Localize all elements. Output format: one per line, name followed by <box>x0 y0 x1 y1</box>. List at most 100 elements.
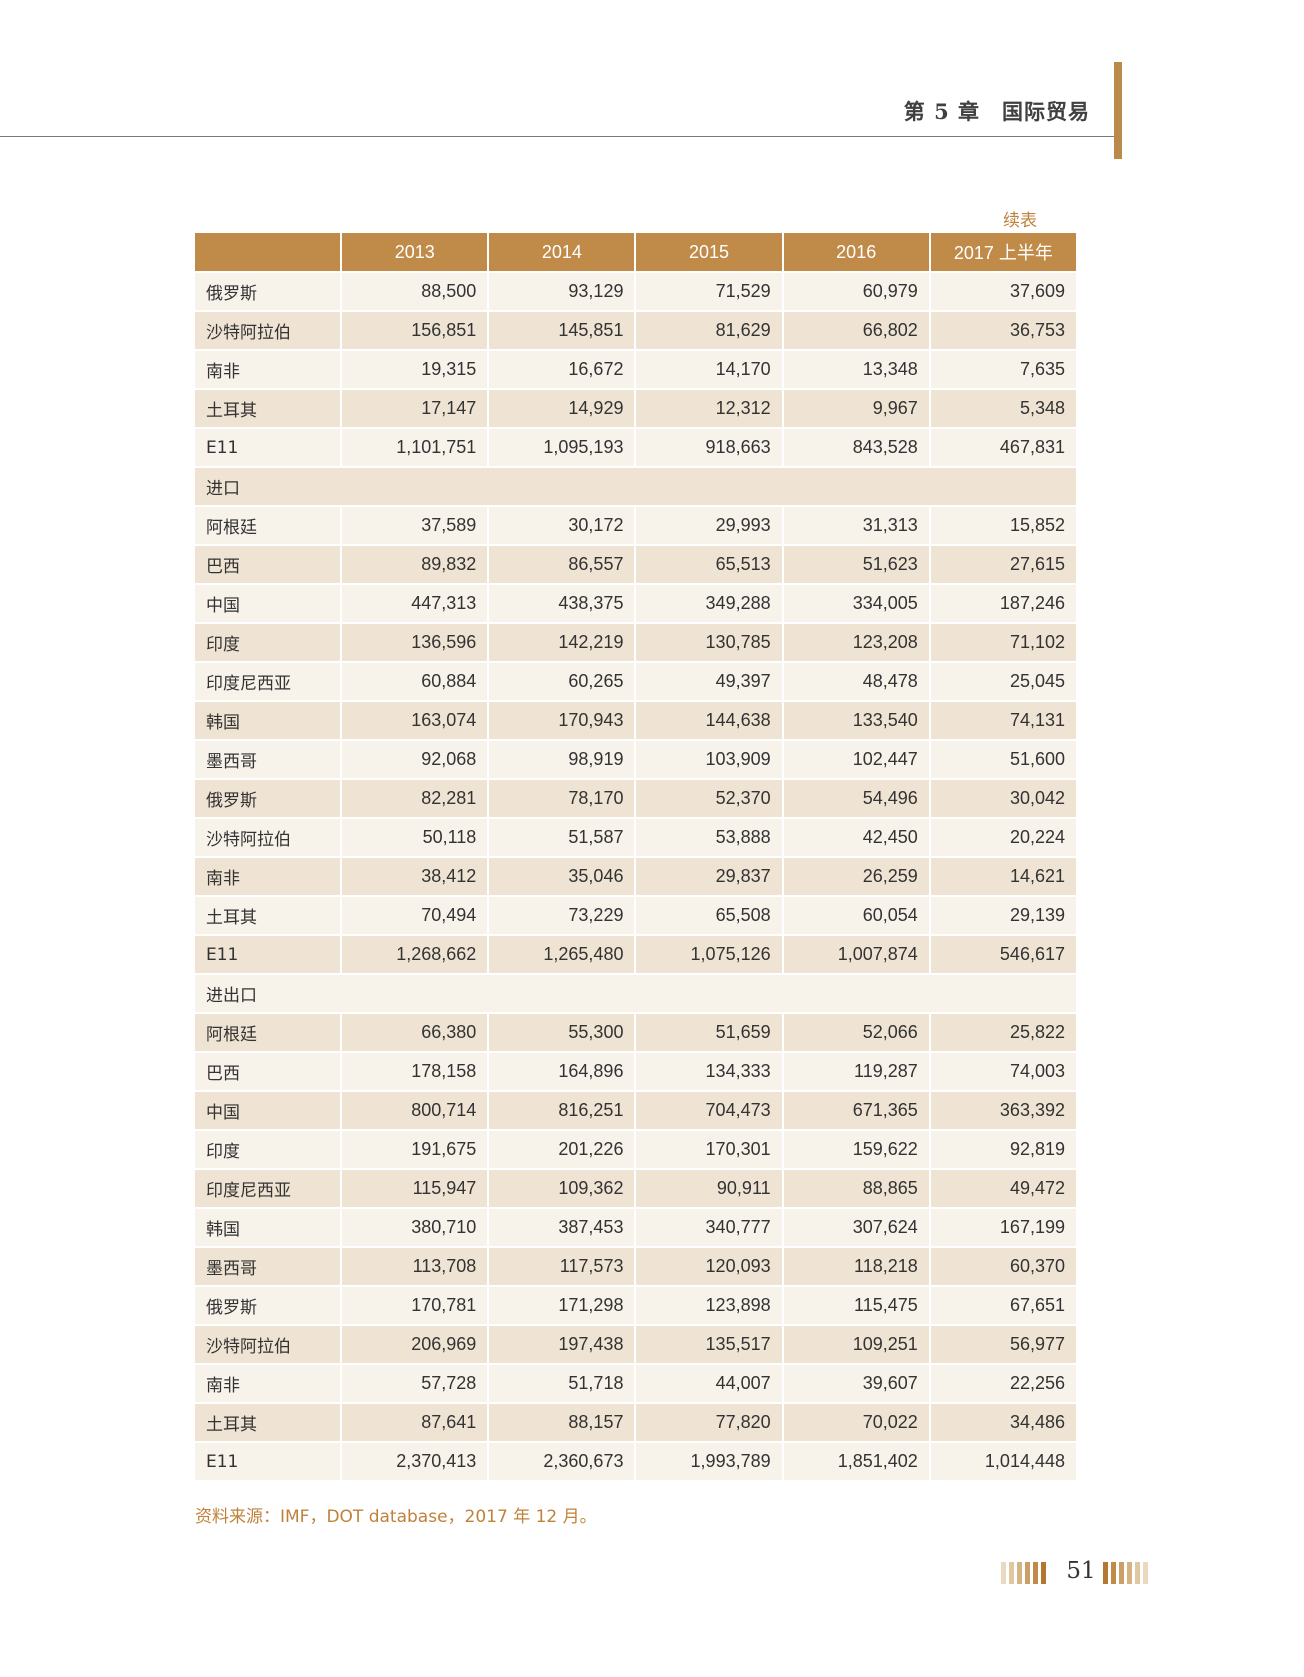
table-cell: 117,573 <box>489 1248 635 1285</box>
table-cell: 22,256 <box>930 1365 1076 1402</box>
table-cell: 704,473 <box>636 1092 782 1129</box>
table-cell: 49,472 <box>930 1170 1076 1207</box>
section-label: 进出口 <box>195 975 1076 1012</box>
table-cell: 1,851,402 <box>783 1443 929 1480</box>
row-label: 沙特阿拉伯 <box>195 819 341 856</box>
table-row: 俄罗斯 82,281 78,170 52,370 54,496 30,042 <box>195 780 1076 817</box>
table-body: 俄罗斯 88,500 93,129 71,529 60,979 37,609 沙特阿拉伯 15… <box>195 273 1076 1480</box>
table-cell: 87,641 <box>342 1404 488 1441</box>
chapter-heading: 第 5 章国际贸易 <box>904 96 1090 126</box>
row-label: 南非 <box>195 858 341 895</box>
table-cell: 88,157 <box>489 1404 635 1441</box>
row-label: E11 <box>195 936 341 973</box>
table-row: 沙特阿拉伯 50,118 51,587 53,888 42,450 20,224 <box>195 819 1076 856</box>
column-header: 2016 <box>783 233 929 271</box>
column-header: 2017 上半年 <box>930 233 1076 271</box>
row-label: 俄罗斯 <box>195 1287 341 1324</box>
table-row: 土耳其 70,494 73,229 65,508 60,054 29,139 <box>195 897 1076 934</box>
table-cell: 816,251 <box>489 1092 635 1129</box>
table-cell: 39,607 <box>783 1365 929 1402</box>
row-label: 阿根廷 <box>195 1014 341 1051</box>
table-cell: 98,919 <box>489 741 635 778</box>
footer-stripes-right <box>1103 1562 1148 1584</box>
trade-table: 2013 2014 2015 2016 2017 上半年 俄罗斯 88,500 93… <box>193 231 1078 1482</box>
table-cell: 102,447 <box>783 741 929 778</box>
page-number: 51 <box>1066 1558 1096 1584</box>
table-cell: 142,219 <box>489 624 635 661</box>
table-row: 阿根廷 66,380 55,300 51,659 52,066 25,822 <box>195 1014 1076 1051</box>
table-cell: 197,438 <box>489 1326 635 1363</box>
table-row: 南非 19,315 16,672 14,170 13,348 7,635 <box>195 351 1076 388</box>
table-cell: 387,453 <box>489 1209 635 1246</box>
table-row: 俄罗斯 88,500 93,129 71,529 60,979 37,609 <box>195 273 1076 310</box>
table-cell: 16,672 <box>489 351 635 388</box>
table-cell: 671,365 <box>783 1092 929 1129</box>
row-label: 印度尼西亚 <box>195 663 341 700</box>
table-cell: 25,822 <box>930 1014 1076 1051</box>
table-cell: 51,587 <box>489 819 635 856</box>
table-row: 土耳其 87,641 88,157 77,820 70,022 34,486 <box>195 1404 1076 1441</box>
table-cell: 34,486 <box>930 1404 1076 1441</box>
table-cell: 42,450 <box>783 819 929 856</box>
header-rule <box>0 136 1114 137</box>
table-cell: 74,131 <box>930 702 1076 739</box>
table-cell: 78,170 <box>489 780 635 817</box>
table-cell: 843,528 <box>783 429 929 466</box>
table-cell: 144,638 <box>636 702 782 739</box>
table-cell: 29,993 <box>636 507 782 544</box>
table-cell: 60,979 <box>783 273 929 310</box>
table-cell: 1,014,448 <box>930 1443 1076 1480</box>
table-cell: 53,888 <box>636 819 782 856</box>
table-cell: 51,600 <box>930 741 1076 778</box>
table-cell: 60,884 <box>342 663 488 700</box>
table-cell: 206,969 <box>342 1326 488 1363</box>
table-cell: 25,045 <box>930 663 1076 700</box>
table-cell: 115,947 <box>342 1170 488 1207</box>
table-cell: 89,832 <box>342 546 488 583</box>
source-note: 资料来源：IMF，DOT database，2017 年 12 月。 <box>195 1507 597 1527</box>
table-cell: 65,508 <box>636 897 782 934</box>
table-cell: 170,943 <box>489 702 635 739</box>
row-label: 土耳其 <box>195 390 341 427</box>
table-cell: 29,837 <box>636 858 782 895</box>
table-cell: 56,977 <box>930 1326 1076 1363</box>
table-cell: 52,066 <box>783 1014 929 1051</box>
table-cell: 2,360,673 <box>489 1443 635 1480</box>
table-cell: 363,392 <box>930 1092 1076 1129</box>
table-cell: 30,172 <box>489 507 635 544</box>
table-cell: 145,851 <box>489 312 635 349</box>
table-cell: 57,728 <box>342 1365 488 1402</box>
table-cell: 60,370 <box>930 1248 1076 1285</box>
row-label: 土耳其 <box>195 897 341 934</box>
table-cell: 14,170 <box>636 351 782 388</box>
row-label: 南非 <box>195 1365 341 1402</box>
row-label: 印度 <box>195 1131 341 1168</box>
table-cell: 49,397 <box>636 663 782 700</box>
table-row: 阿根廷 37,589 30,172 29,993 31,313 15,852 <box>195 507 1076 544</box>
table-cell: 120,093 <box>636 1248 782 1285</box>
table-cell: 12,312 <box>636 390 782 427</box>
table-cell: 134,333 <box>636 1053 782 1090</box>
section-row: 进出口 <box>195 975 1076 1012</box>
table-cell: 130,785 <box>636 624 782 661</box>
table-cell: 1,265,480 <box>489 936 635 973</box>
table-cell: 81,629 <box>636 312 782 349</box>
table-row: E11 2,370,413 2,360,673 1,993,789 1,851,402 1… <box>195 1443 1076 1480</box>
table-cell: 82,281 <box>342 780 488 817</box>
table-row: 韩国 380,710 387,453 340,777 307,624 167,199 <box>195 1209 1076 1246</box>
table-cell: 51,718 <box>489 1365 635 1402</box>
row-label: 巴西 <box>195 546 341 583</box>
table-cell: 27,615 <box>930 546 1076 583</box>
table-cell: 20,224 <box>930 819 1076 856</box>
table-cell: 1,075,126 <box>636 936 782 973</box>
table-row: 巴西 178,158 164,896 134,333 119,287 74,003 <box>195 1053 1076 1090</box>
table-cell: 113,708 <box>342 1248 488 1285</box>
table-cell: 123,898 <box>636 1287 782 1324</box>
table-cell: 55,300 <box>489 1014 635 1051</box>
table-cell: 1,993,789 <box>636 1443 782 1480</box>
table-cell: 77,820 <box>636 1404 782 1441</box>
table-cell: 191,675 <box>342 1131 488 1168</box>
table-cell: 36,753 <box>930 312 1076 349</box>
table-row: 沙特阿拉伯 156,851 145,851 81,629 66,802 36,753 <box>195 312 1076 349</box>
column-header: 2014 <box>489 233 635 271</box>
